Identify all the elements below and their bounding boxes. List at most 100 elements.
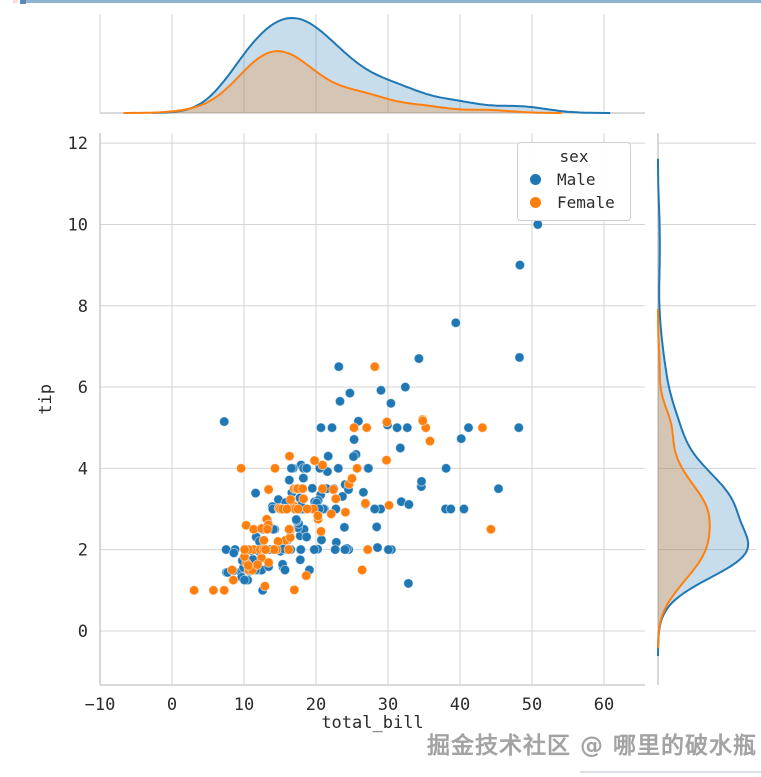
scatter-point-male <box>348 451 359 462</box>
scatter-point-male <box>330 544 341 555</box>
scatter-point-female <box>208 585 219 596</box>
scatter-point-male <box>403 578 414 589</box>
scatter-point-female <box>348 422 360 433</box>
scatter-point-female <box>381 455 392 466</box>
scatter-point-female <box>383 500 395 511</box>
scatter-point-female <box>326 508 337 520</box>
scatter-point-male <box>514 259 526 271</box>
scatter-point-female <box>235 463 247 474</box>
legend-item-male: Male <box>526 168 622 191</box>
y-tick-label: 8 <box>78 297 88 317</box>
scatter-point-male <box>456 433 467 444</box>
scatter-point-male <box>375 385 387 396</box>
scatter-points <box>188 219 543 596</box>
scatter-point-male <box>344 387 356 399</box>
scatter-point-male <box>348 434 360 445</box>
kde-fill-male <box>658 158 749 657</box>
legend-label-female: Female <box>557 193 615 212</box>
kde-fill-female <box>658 308 710 649</box>
scatter-point-female <box>351 463 363 474</box>
scatter-point-male <box>301 463 312 474</box>
scatter-point-male <box>363 463 374 474</box>
tick-labels: −10 0 10 20 30 40 50 60 0 2 4 6 8 10 12 <box>68 134 615 715</box>
axes-spines <box>99 112 659 686</box>
scatter-point-female <box>226 564 238 576</box>
scatter-point-male <box>291 514 302 525</box>
y-tick-label: 4 <box>78 459 88 479</box>
scatter-point-male <box>514 352 525 363</box>
scatter-point-male <box>385 398 397 409</box>
scatter-point-male <box>315 422 327 433</box>
kde-curve-female <box>123 50 562 114</box>
scatter-point-female <box>188 585 200 596</box>
scatter-point-female <box>477 422 488 433</box>
watermark-text: 掘金技术社区 @ 哪里的破水瓶 <box>426 733 757 759</box>
scatter-point-male <box>413 353 425 364</box>
scatter-point-male <box>458 503 470 515</box>
scatter-point-male <box>333 361 344 372</box>
marginal-kde-top <box>123 17 611 114</box>
x-tick-label: 40 <box>450 695 470 715</box>
scatter-point-male <box>339 544 351 555</box>
y-tick-label: 12 <box>68 134 88 154</box>
kde-curve-male <box>657 158 750 657</box>
x-tick-label: −10 <box>85 695 116 715</box>
scatter-point-female <box>317 459 328 471</box>
scatter-point-male <box>402 422 413 433</box>
scatter-point-male <box>307 483 318 494</box>
scatter-point-female <box>361 422 372 433</box>
scatter-point-female <box>330 493 341 504</box>
legend-label-male: Male <box>557 170 596 189</box>
y-axis-label: tip <box>36 384 56 415</box>
scatter-point-male <box>286 463 297 474</box>
scatter-point-male <box>284 474 295 486</box>
legend-item-female: Female <box>526 191 622 214</box>
scatter-point-female <box>417 415 428 426</box>
scatter-point-female <box>312 510 324 522</box>
scatter-point-male <box>358 487 369 498</box>
y-tick-label: 2 <box>78 541 88 561</box>
y-tick-label: 6 <box>78 378 88 398</box>
marginal-kde-right <box>657 158 750 657</box>
scatter-point-female <box>281 503 293 515</box>
scatter-point-female <box>485 524 497 535</box>
x-tick-label: 10 <box>234 695 254 715</box>
scatter-point-male <box>371 521 382 533</box>
scatter-point-female <box>346 473 358 484</box>
scatter-point-female <box>285 494 296 505</box>
scatter-point-female <box>317 483 328 494</box>
scatter-point-female <box>328 484 339 495</box>
scatter-point-male <box>334 396 346 407</box>
scatter-point-male <box>250 487 261 499</box>
scatter-point-female <box>292 503 304 515</box>
y-tick-label: 10 <box>68 216 88 236</box>
scatter-point-male <box>295 554 306 565</box>
scatter-point-female <box>219 585 230 596</box>
scatter-point-male <box>333 463 344 474</box>
kde-curve-female <box>657 308 711 649</box>
window-top-border-smudge <box>13 0 18 3</box>
scatter-point-female <box>362 544 373 555</box>
scatter-point-female <box>301 570 312 581</box>
scatter-point-female <box>369 361 380 372</box>
scatter-point-female <box>289 584 300 596</box>
scatter-point-female <box>228 574 239 586</box>
kde-fill-female <box>123 51 562 113</box>
scatter-point-male <box>295 544 306 555</box>
scatter-point-male <box>395 442 406 454</box>
scatter-point-female <box>356 564 368 576</box>
scatter-point-female <box>269 463 281 474</box>
scatter-point-male <box>372 542 383 553</box>
scatter-point-male <box>416 476 427 487</box>
scatter-point-male <box>298 472 309 484</box>
scatter-point-male <box>228 547 240 559</box>
scatter-point-female <box>258 535 270 546</box>
scatter-point-female <box>283 544 294 555</box>
scatter-point-male <box>400 381 411 393</box>
female-marker-icon <box>530 197 541 208</box>
scatter-point-female <box>263 557 274 568</box>
scatter-point-male <box>450 317 461 328</box>
scatter-point-female <box>309 455 320 466</box>
x-tick-label: 60 <box>594 695 614 715</box>
